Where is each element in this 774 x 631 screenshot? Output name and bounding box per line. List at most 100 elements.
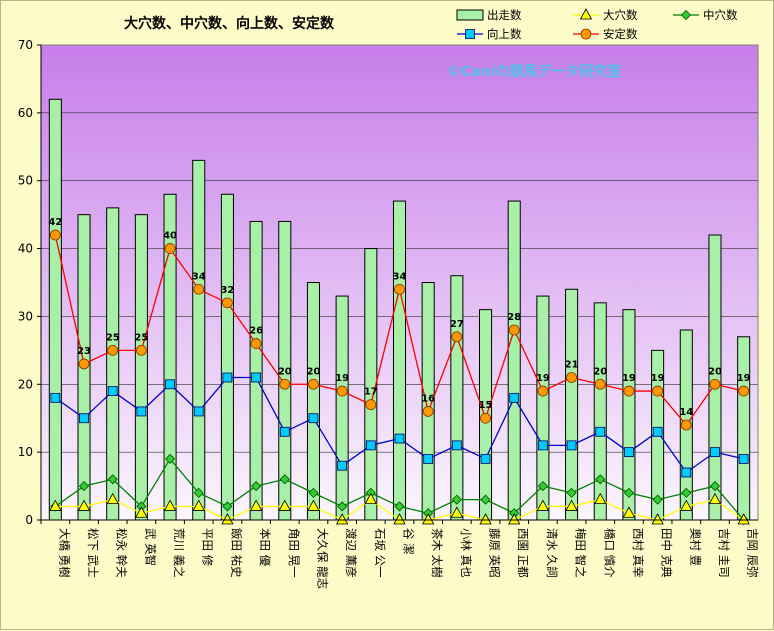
x-tick-label: 大久保 龍志 [315,528,329,589]
point [652,385,664,397]
point [624,447,634,458]
data-label: 42 [48,217,62,228]
point [566,372,577,383]
x-tick-label: 橋口 慎介 [602,528,616,578]
y-tick-label: 40 [18,242,33,256]
y-tick-label: 0 [25,513,33,527]
data-label: 34 [393,271,407,282]
y-tick-label: 10 [18,445,33,459]
data-label: 21 [565,360,579,371]
data-label: 14 [679,407,693,418]
point [394,433,405,444]
point [394,283,405,295]
y-tick-label: 30 [18,309,33,323]
bar [450,275,464,521]
point [451,331,463,343]
point [652,426,663,437]
data-label: 25 [134,332,148,343]
data-label: 19 [536,373,550,384]
point [509,392,520,403]
point [537,385,549,397]
point [595,474,606,485]
point [538,440,548,451]
legend-label: 安定数 [603,27,638,41]
data-labels: 42 23 25 25 40 34 32 26 20 20 19 17 34 16 27 15 28 19 21 20… [48,217,750,418]
bar [163,193,177,521]
point [193,283,205,295]
bar [364,248,378,521]
y-tick-label: 50 [18,174,33,188]
x-tick-label: 武 英智 [143,528,157,566]
point [337,460,348,471]
x-tick-label: 飯田 祐史 [229,528,243,578]
data-label: 17 [364,387,378,398]
x-tick-label: 荒川 義之 [172,528,186,578]
point [565,499,578,511]
bar [335,295,349,521]
point [537,481,548,492]
point [422,513,435,525]
bar [593,302,607,521]
point [622,506,636,518]
point [251,481,262,492]
point [681,467,692,478]
point [709,481,721,492]
data-label: 19 [737,373,751,384]
point [308,378,319,390]
point [480,412,491,424]
x-tick-label: 小林 真也 [459,528,473,578]
data-label: 26 [249,326,263,337]
x-tick-label: 田中 克典 [660,528,674,578]
bar [392,200,407,521]
point [251,372,262,383]
point [480,494,491,505]
x-tick-label: 藤原 英昭 [488,528,502,578]
bar [48,98,62,521]
point [580,28,592,40]
x-tick-label: 松下 武士 [86,528,100,578]
point [249,499,263,511]
point [165,379,175,390]
point [164,453,176,464]
x-tick-label: 石坂 公一 [373,528,387,578]
point [222,372,233,383]
point [365,399,377,411]
point [465,29,475,39]
x-tick-label: 本田 優 [258,528,272,567]
point [737,513,750,525]
point [738,454,749,464]
point [738,385,750,397]
point [594,378,606,390]
point [221,513,234,525]
point [365,440,376,451]
point [508,324,520,336]
x-tick-label: 西村 真幸 [631,528,645,578]
point [651,513,664,525]
point [594,492,607,505]
point [394,501,405,512]
point [680,499,693,511]
point [106,492,119,505]
data-label: 20 [278,366,292,377]
point [79,413,89,424]
x-tick-label: 西園 正都 [516,528,530,578]
point [49,499,62,511]
point [451,440,462,451]
point [480,454,491,464]
x-tick-label: 吉岡 辰弥 [746,528,760,578]
bar [134,214,148,521]
point [579,8,593,20]
legend-swatch [456,9,484,21]
point [279,378,291,390]
x-tick-label: 奥村 豊 [688,528,702,566]
data-label: 15 [479,400,493,411]
point [451,494,462,505]
point [508,513,521,525]
legend-label: 出走数 [487,8,522,22]
data-label: 19 [651,373,665,384]
data-label: 19 [622,373,636,384]
point [479,513,492,525]
point [78,358,90,370]
